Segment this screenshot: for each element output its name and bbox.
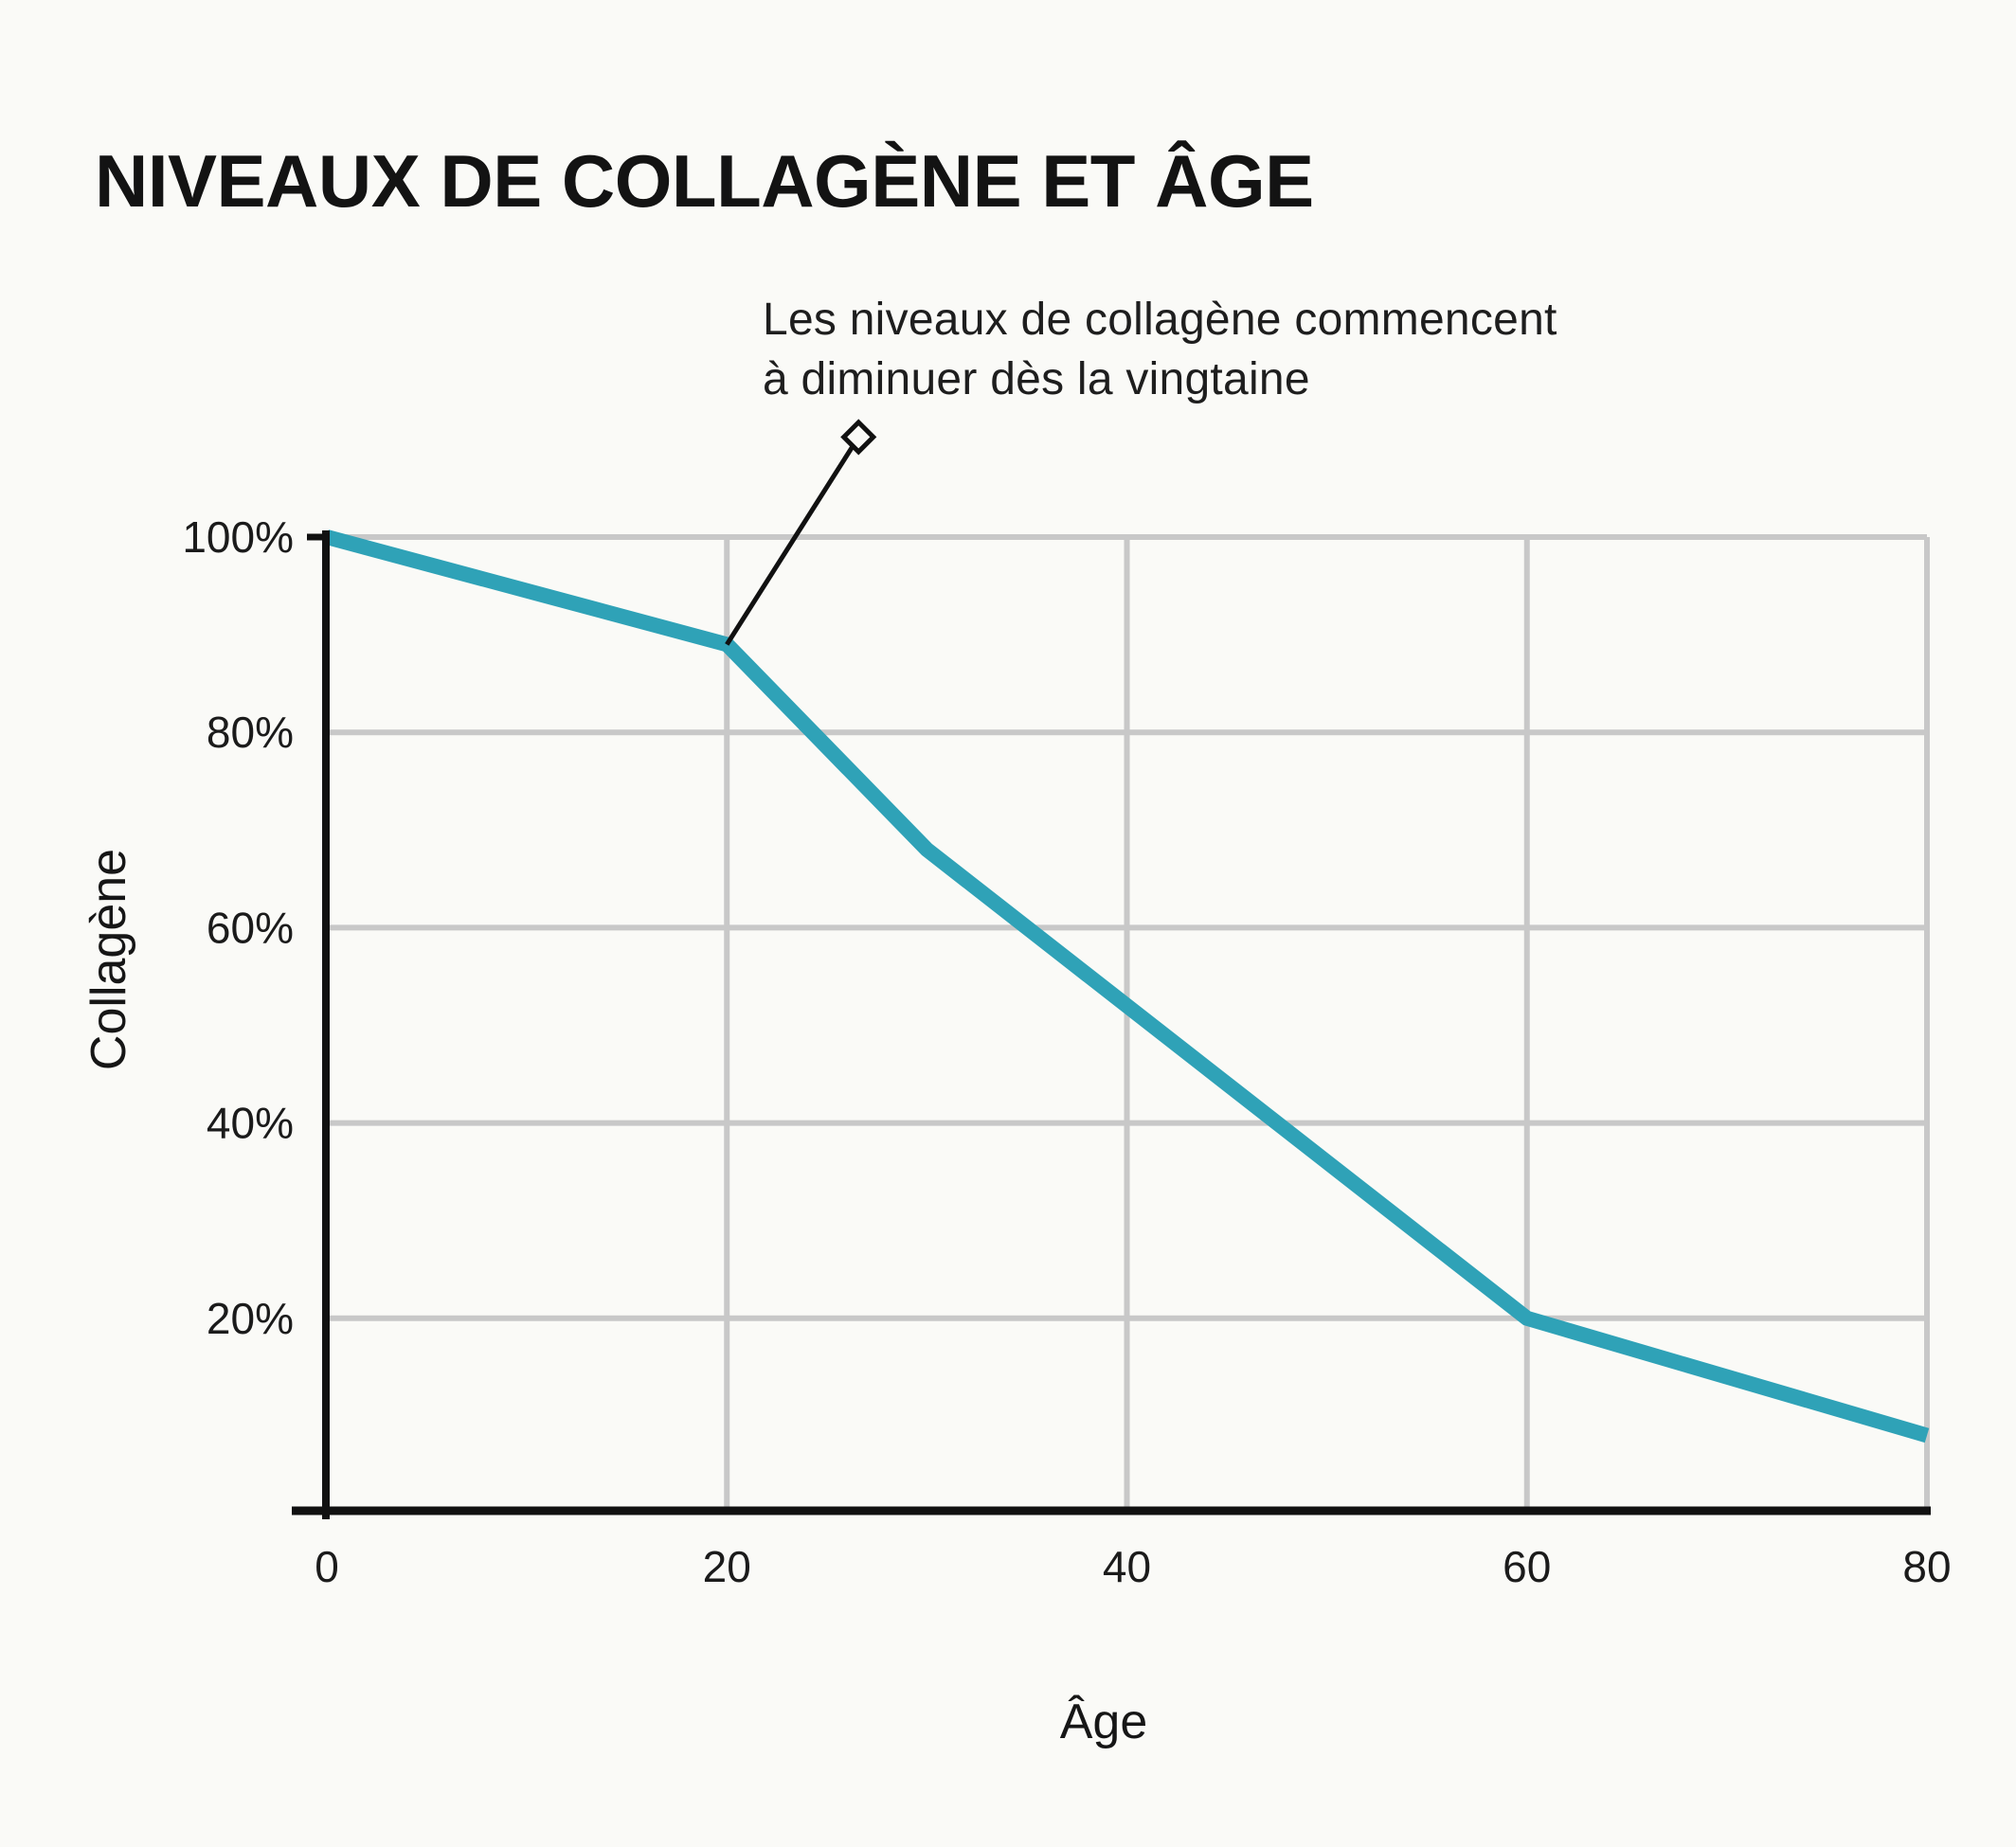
y-tick-label-60: 60% [207, 903, 294, 952]
y-tick-label-80: 80% [207, 708, 294, 757]
data-line-0 [324, 529, 1930, 1444]
gridlines [327, 534, 1930, 1507]
callout-line [725, 446, 855, 646]
y-tick-label-100: 100% [182, 512, 294, 562]
y-tick-label-40: 40% [207, 1099, 294, 1148]
tick-labels: 100% 80% 60% 40% 20% 0 20 40 60 80 [182, 512, 1951, 1591]
x-tick-label-0: 0 [315, 1542, 339, 1591]
x-tick-label-60: 60 [1503, 1542, 1551, 1591]
y-axis-label: Collagène [81, 848, 136, 1071]
x-axis-label: Âge [1059, 1695, 1148, 1749]
annotation-text-line1: Les niveaux de collagène commencent [763, 295, 1557, 345]
annotation-callout [725, 419, 877, 646]
callout-diamond-marker [840, 419, 877, 456]
data-series [324, 529, 1930, 1444]
annotation-text-line2: à diminuer dès la vingtaine [763, 354, 1310, 404]
chart-title: NIVEAUX DE COLLAGÈNE ET ÂGE [95, 139, 1314, 223]
chart-annotation: Les niveaux de collagène commencent à di… [763, 290, 1557, 409]
x-tick-label-20: 20 [703, 1542, 751, 1591]
x-tick-label-40: 40 [1103, 1542, 1151, 1591]
axes [292, 530, 1931, 1519]
x-tick-label-80: 80 [1902, 1542, 1951, 1591]
y-tick-label-20: 20% [207, 1294, 294, 1343]
